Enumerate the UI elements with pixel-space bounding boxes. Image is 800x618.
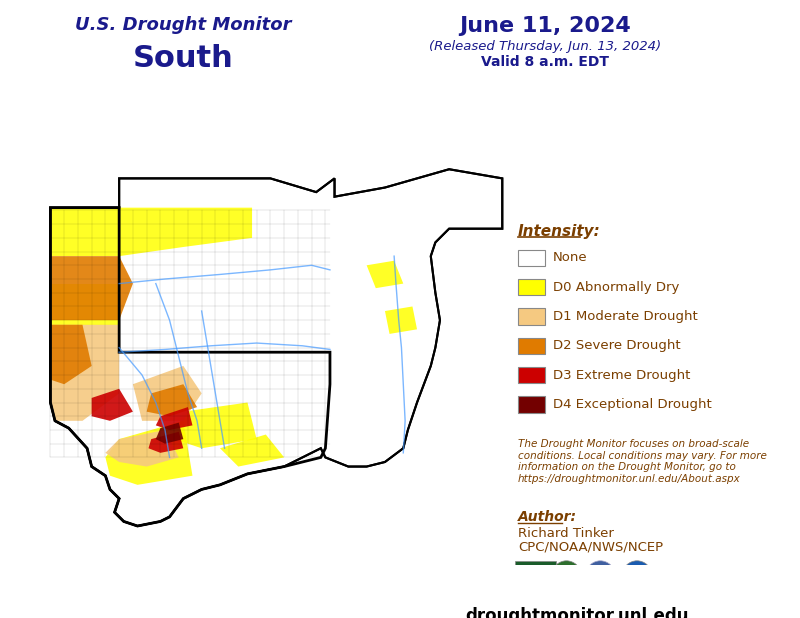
Text: droughtmonitor.unl.edu: droughtmonitor.unl.edu bbox=[466, 606, 689, 618]
Text: NOAA: NOAA bbox=[624, 572, 650, 581]
Circle shape bbox=[552, 561, 581, 590]
Text: June 11, 2024: June 11, 2024 bbox=[459, 17, 631, 36]
Polygon shape bbox=[106, 421, 193, 485]
Polygon shape bbox=[50, 208, 119, 256]
Text: NDMC: NDMC bbox=[552, 572, 581, 581]
Bar bbox=[518, 367, 546, 383]
Bar bbox=[518, 308, 546, 324]
Polygon shape bbox=[174, 402, 257, 448]
Text: Intensity:: Intensity: bbox=[518, 224, 601, 239]
Text: D2 Severe Drought: D2 Severe Drought bbox=[553, 339, 680, 352]
Text: USDA: USDA bbox=[520, 567, 550, 577]
Polygon shape bbox=[106, 430, 178, 467]
Polygon shape bbox=[92, 389, 133, 421]
Bar bbox=[518, 396, 546, 413]
Bar bbox=[515, 561, 556, 590]
Text: CPC/NOAA/NWS/NCEP: CPC/NOAA/NWS/NCEP bbox=[518, 541, 663, 554]
Polygon shape bbox=[133, 366, 202, 421]
Circle shape bbox=[586, 561, 615, 590]
Text: D1 Moderate Drought: D1 Moderate Drought bbox=[553, 310, 698, 323]
Polygon shape bbox=[119, 208, 252, 256]
Text: D3 Extreme Drought: D3 Extreme Drought bbox=[553, 368, 690, 381]
Polygon shape bbox=[220, 434, 284, 467]
Text: (Released Thursday, Jun. 13, 2024): (Released Thursday, Jun. 13, 2024) bbox=[430, 40, 662, 53]
Text: South: South bbox=[133, 44, 234, 73]
Text: The Drought Monitor focuses on broad-scale
conditions. Local conditions may vary: The Drought Monitor focuses on broad-sca… bbox=[518, 439, 766, 484]
Polygon shape bbox=[385, 307, 417, 334]
Text: Valid 8 a.m. EDT: Valid 8 a.m. EDT bbox=[482, 55, 610, 69]
Polygon shape bbox=[50, 256, 133, 320]
Polygon shape bbox=[50, 169, 502, 526]
Text: Author:: Author: bbox=[518, 510, 577, 525]
Polygon shape bbox=[156, 407, 193, 430]
Text: D0 Abnormally Dry: D0 Abnormally Dry bbox=[553, 281, 679, 294]
Polygon shape bbox=[149, 432, 183, 453]
Polygon shape bbox=[50, 284, 119, 324]
Text: Richard Tinker: Richard Tinker bbox=[518, 527, 614, 540]
Text: U.S. Drought Monitor: U.S. Drought Monitor bbox=[75, 17, 291, 35]
Polygon shape bbox=[50, 324, 119, 421]
Bar bbox=[518, 279, 546, 295]
Polygon shape bbox=[156, 423, 183, 444]
Polygon shape bbox=[366, 261, 403, 288]
Bar bbox=[518, 337, 546, 354]
Polygon shape bbox=[50, 324, 92, 384]
Bar bbox=[518, 250, 546, 266]
Text: None: None bbox=[553, 252, 587, 265]
Text: D4 Exceptional Drought: D4 Exceptional Drought bbox=[553, 398, 711, 411]
Polygon shape bbox=[146, 384, 197, 417]
Circle shape bbox=[622, 561, 652, 590]
